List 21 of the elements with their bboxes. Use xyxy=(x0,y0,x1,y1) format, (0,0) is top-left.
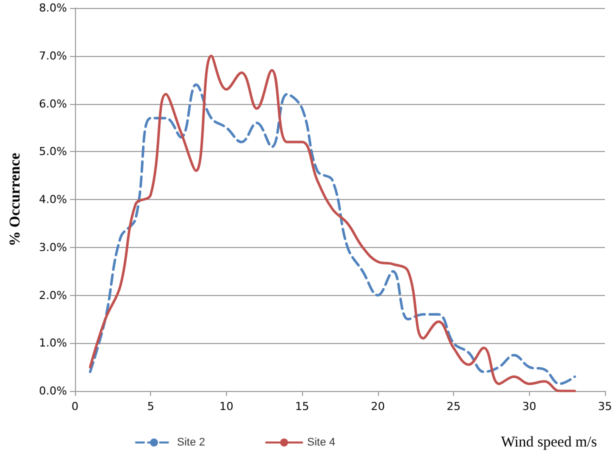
y-tick-label: 2.0% xyxy=(39,288,67,302)
x-tick-label: 25 xyxy=(446,400,461,413)
x-tick-label: 5 xyxy=(147,400,154,413)
x-tick-label: 15 xyxy=(295,400,310,413)
y-tick-label: 0.0% xyxy=(39,384,67,398)
x-tick-label: 35 xyxy=(598,400,612,413)
x-tick-label: 30 xyxy=(522,400,536,413)
y-tick-label: 4.0% xyxy=(39,193,67,206)
y-axis-title: % Occurrence xyxy=(8,152,24,246)
x-tick-label: 20 xyxy=(370,400,385,413)
x-tick-label: 0 xyxy=(72,400,78,413)
x-tick-label: 10 xyxy=(219,400,234,413)
legend-label: Site 4 xyxy=(307,436,336,448)
y-tick-label: 6.0% xyxy=(39,97,67,110)
x-axis-title: Wind speed m/s xyxy=(500,434,598,450)
y-tick-label: 5.0% xyxy=(39,145,67,158)
y-tick-label: 8.0% xyxy=(39,2,67,14)
y-tick-label: 3.0% xyxy=(39,240,67,254)
y-tick-label: 1.0% xyxy=(39,336,67,350)
y-tick-label: 7.0% xyxy=(39,49,67,62)
legend-label: Site 2 xyxy=(177,436,206,448)
